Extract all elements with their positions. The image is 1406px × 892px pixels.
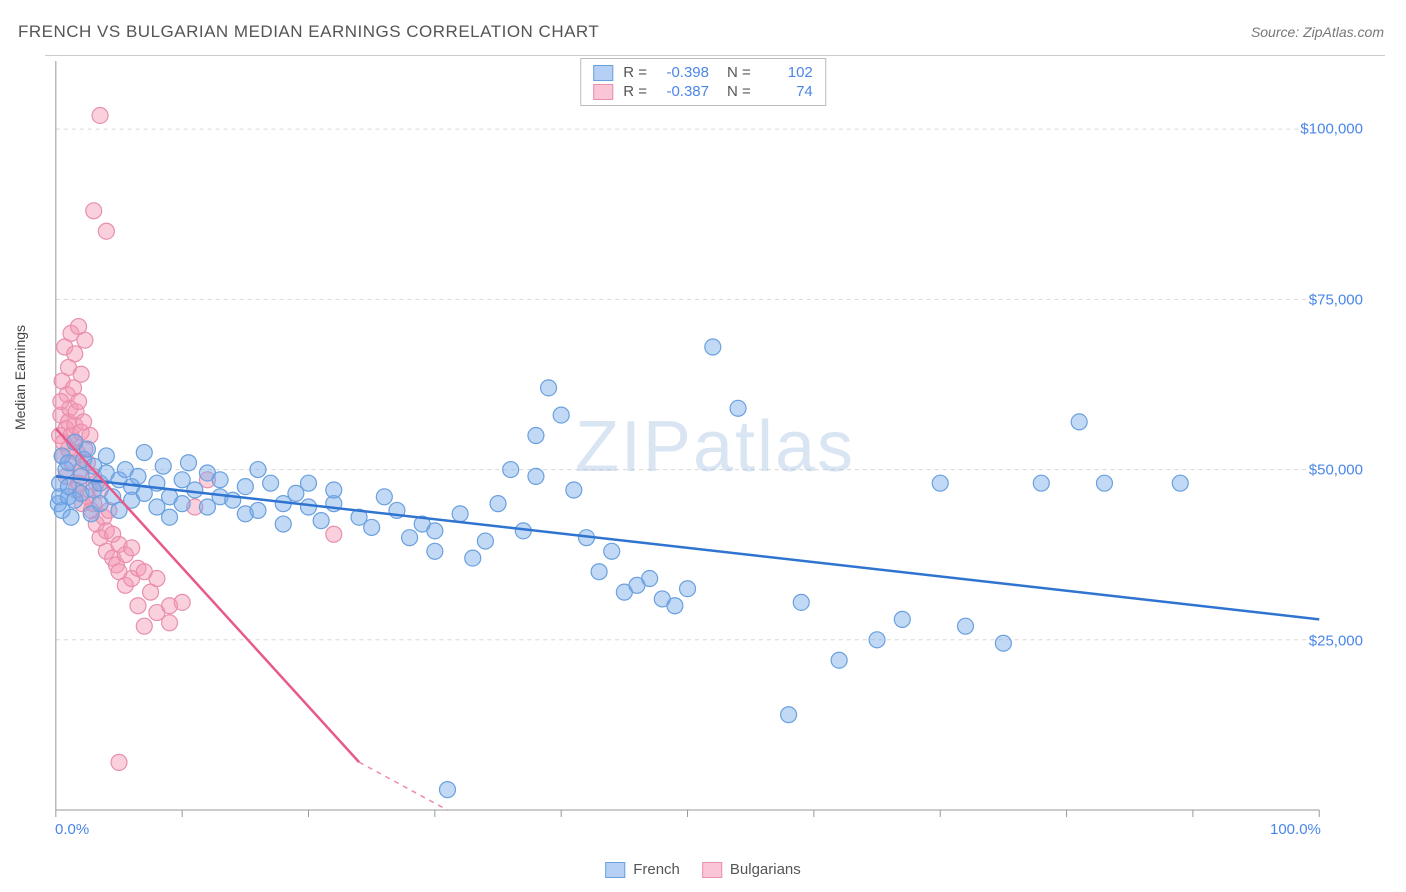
y-tick-label: $25,000: [1309, 632, 1363, 649]
y-tick-label: $100,000: [1300, 121, 1363, 138]
chart-title: FRENCH VS BULGARIAN MEDIAN EARNINGS CORR…: [18, 22, 599, 42]
legend-swatch: [605, 862, 625, 878]
legend-r-value: -0.387: [657, 83, 709, 100]
legend-swatch: [702, 862, 722, 878]
series-legend-item: Bulgarians: [702, 861, 801, 878]
x-tick-label: 100.0%: [1270, 821, 1321, 838]
source-label: Source: ZipAtlas.com: [1251, 24, 1384, 40]
legend-r-label: R =: [623, 83, 647, 100]
series-legend: French Bulgarians: [605, 861, 801, 878]
series-legend-item: French: [605, 861, 680, 878]
scatter-plot-svg: [45, 56, 1385, 845]
legend-n-value: 74: [761, 83, 813, 100]
legend-row: R = -0.387 N = 74: [593, 82, 813, 101]
x-tick-label: 0.0%: [55, 821, 89, 838]
legend-r-label: R =: [623, 64, 647, 81]
y-tick-label: $50,000: [1309, 462, 1363, 479]
series-legend-label: Bulgarians: [730, 861, 801, 878]
y-axis-label: Median Earnings: [12, 325, 28, 430]
chart-area: ZIPatlas $25,000$50,000$75,000$100,0000.…: [45, 55, 1385, 845]
legend-n-value: 102: [761, 64, 813, 81]
series-legend-label: French: [633, 861, 680, 878]
y-tick-label: $75,000: [1309, 291, 1363, 308]
legend-swatch: [593, 84, 613, 100]
correlation-legend: R = -0.398 N = 102 R = -0.387 N = 74: [580, 58, 826, 106]
legend-n-label: N =: [727, 64, 751, 81]
legend-swatch: [593, 65, 613, 81]
legend-n-label: N =: [727, 83, 751, 100]
legend-row: R = -0.398 N = 102: [593, 63, 813, 82]
legend-r-value: -0.398: [657, 64, 709, 81]
